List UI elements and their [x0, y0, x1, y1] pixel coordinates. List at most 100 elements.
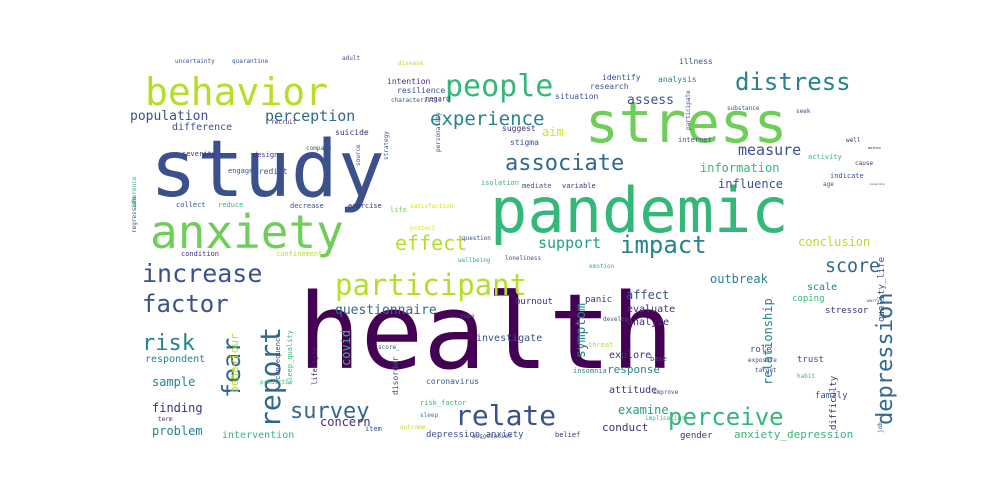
word-threat: threat — [588, 341, 613, 349]
word-stressor: stressor — [825, 306, 869, 316]
word-term: term — [158, 416, 173, 423]
word-participate: participate — [685, 90, 692, 130]
word-assess: assess — [627, 93, 674, 108]
word-behaviour: behaviour — [228, 333, 241, 393]
word-aim: aim — [542, 125, 564, 139]
word-effect: effect — [395, 231, 467, 255]
word-lifestyle: lifestyle — [311, 347, 319, 385]
word-design: design — [253, 151, 278, 159]
word-stress: stress — [585, 91, 787, 156]
word-influence: influence — [718, 177, 783, 191]
word-predict: predict — [254, 167, 288, 176]
word-examine: examine — [618, 403, 669, 417]
word-improve: improve — [653, 389, 679, 396]
word-loneliness: loneliness — [505, 255, 542, 262]
word-role: role — [750, 345, 772, 355]
word-questionnaire: questionnaire — [335, 303, 437, 318]
word-risk-factor: risk_factor — [420, 399, 466, 407]
word-condition: condition — [181, 250, 219, 258]
word-base: base — [650, 355, 667, 363]
word-response: response — [607, 363, 660, 376]
word-internet: internet — [678, 136, 712, 144]
word-scale: scale — [807, 282, 837, 293]
word-consequence: consequence — [274, 334, 282, 380]
word-difficulty: difficulty — [829, 375, 839, 430]
word-measure: measure — [738, 141, 801, 159]
word-regression: regression — [131, 196, 138, 233]
word-panic: panic — [585, 295, 612, 305]
word-habit: habit — [797, 373, 815, 380]
word-disorder: disorder — [391, 356, 400, 395]
word-support: support — [538, 234, 601, 252]
word-health: health — [298, 271, 674, 393]
word-people: people — [445, 69, 553, 104]
word-cause: cause — [855, 160, 873, 167]
word-develop: develop — [603, 316, 629, 323]
word-wellbeing: wellbeing — [458, 257, 491, 264]
word-behavior: behavior — [145, 70, 328, 114]
word-method: method — [868, 146, 881, 150]
word-finding: finding — [152, 401, 203, 415]
word-engage: engage — [228, 167, 253, 175]
word-respondent: respondent — [145, 354, 205, 365]
word-disease: disease — [398, 60, 424, 67]
word-anxiety: anxiety — [150, 205, 344, 259]
word-decrease: decrease — [290, 202, 324, 210]
word-quarantine: quarantine — [232, 58, 269, 65]
word-depression-anxiety: depression_anxiety — [426, 430, 524, 440]
word-strategy: strategy — [383, 131, 390, 160]
word-belief: belief — [555, 431, 580, 439]
word-distress: distress — [735, 68, 851, 96]
word-job: job — [877, 422, 884, 433]
word-variable: variable — [562, 182, 596, 190]
word-adult: adult — [342, 55, 360, 62]
word-quality-life: quality_life — [877, 257, 887, 322]
word-associate: associate — [505, 151, 624, 176]
word-intervention: intervention — [222, 430, 294, 441]
word-study: study — [150, 125, 385, 215]
word-analyze: analyze — [627, 317, 669, 328]
word-regard: regard — [425, 95, 450, 103]
word-information: information — [700, 161, 779, 175]
word-coronavirus: coronavirus — [426, 377, 479, 386]
word-personality: personality — [435, 112, 442, 152]
word-mediate: mediate — [522, 182, 552, 190]
word-recruit: recruit — [271, 119, 297, 126]
word-confinement: confinement — [276, 250, 322, 258]
word-attitude: attitude — [609, 385, 657, 396]
word-concern: concern — [320, 415, 371, 429]
word-illness: illness — [679, 57, 713, 66]
word-difference: difference — [172, 122, 232, 133]
word-explore: explore — [609, 350, 651, 361]
word-risk: risk — [142, 331, 195, 356]
word-conduct: conduct — [602, 421, 648, 434]
word-perception: perception — [265, 107, 355, 125]
word-exercise: exercise — [348, 202, 382, 210]
word-trust: trust — [797, 355, 824, 365]
word-report: report — [254, 327, 287, 428]
word-perceive: perceive — [668, 403, 784, 431]
word-experience: experience — [430, 108, 544, 130]
word-suicide: suicide — [335, 128, 369, 137]
word-age: age — [823, 181, 834, 188]
word-activity: activity — [808, 153, 842, 161]
word-isolation: isolation — [481, 179, 519, 187]
word-coping: coping — [792, 294, 825, 304]
word-substance: substance — [727, 105, 760, 112]
word-affect: affect — [626, 288, 669, 302]
word-stigma: stigma — [510, 138, 539, 147]
word-uncertainty: uncertainty — [175, 58, 215, 65]
word-source: source — [355, 144, 362, 166]
word-cope: cope — [460, 313, 475, 320]
word-survey: survey — [290, 399, 369, 424]
word-suggest: suggest — [502, 124, 536, 133]
word-sleep: sleep — [420, 412, 438, 419]
word-relate: relate — [455, 399, 556, 432]
word-indicate: indicate — [830, 172, 864, 180]
word-target: target — [755, 367, 777, 374]
word-protect: protect — [410, 225, 436, 232]
word-score: score_ — [378, 344, 400, 351]
word-adherence: adherence — [131, 176, 138, 209]
word-score: score — [825, 256, 880, 277]
word-participant: participant — [335, 268, 527, 302]
